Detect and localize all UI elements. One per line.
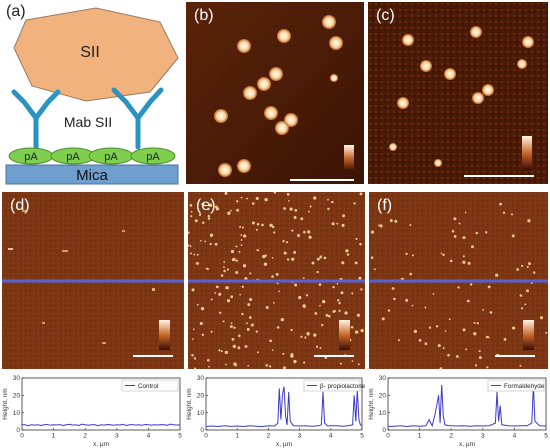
legend-label: Control	[138, 383, 158, 390]
scale-bar-d	[133, 355, 173, 357]
profile-series-line	[22, 423, 181, 427]
x-tick-label: 4	[513, 433, 517, 440]
height-scale-d	[159, 320, 170, 350]
x-tick-label: 3	[115, 433, 119, 440]
x-tick-label: 3	[481, 433, 485, 440]
x-tick-label: 4	[147, 433, 151, 440]
profile-plot-d: 0 1 2 3 4 5 0 10 20 30 x, µm Height, nm Control	[2, 375, 182, 448]
x-tick-label: 1	[235, 433, 239, 440]
afm-e-surface	[188, 192, 365, 369]
mica-substrate	[5, 164, 179, 185]
x-tick-label: 4	[329, 433, 333, 440]
y-tick-label: 10	[197, 410, 205, 417]
legend-box	[303, 379, 361, 392]
x-tick-label: 0	[204, 433, 208, 440]
x-tick-label: 1	[52, 433, 56, 440]
y-tick-label: 0	[16, 427, 20, 434]
x-tick-label: 5	[360, 433, 364, 440]
x-axis-label: x, µm	[459, 441, 475, 448]
protein-label-3: pA	[104, 151, 118, 163]
x-tick-label: 0	[386, 433, 390, 440]
substrate-label: Mica	[76, 167, 108, 184]
panel-label-d: (d)	[10, 197, 30, 214]
afm-b-particles	[214, 15, 343, 177]
x-tick-label: 5	[178, 433, 182, 440]
x-axis-label: x, µm	[276, 441, 292, 448]
height-scale-b	[344, 145, 354, 171]
y-axis-label: Height, nm	[368, 388, 375, 419]
antibody-right-icon	[111, 87, 164, 150]
y-tick-label: 10	[379, 410, 387, 417]
y-tick-label: 10	[13, 410, 21, 417]
scale-bar-f	[495, 355, 535, 357]
afm-image-d: (d)	[2, 192, 184, 369]
afm-f-particles	[370, 202, 548, 369]
x-tick-label: 3	[298, 433, 302, 440]
protein-label-4: pA	[146, 151, 160, 163]
afm-image-f: (f)	[369, 192, 548, 369]
height-scale-f	[523, 320, 534, 350]
legend-label: Formaldehyde	[504, 383, 545, 390]
x-tick-label: 5	[544, 433, 548, 440]
scale-bar-e	[314, 355, 354, 357]
x-tick-label: 2	[449, 433, 453, 440]
x-tick-label: 2	[267, 433, 271, 440]
afm-c-particles	[389, 26, 534, 167]
x-tick-label: 0	[20, 433, 24, 440]
antigen-shape	[13, 7, 179, 102]
afm-b-surface	[186, 2, 364, 184]
x-tick-label: 2	[83, 433, 87, 440]
profile-plot-f: 0 1 2 3 4 5 0 10 20 30 x, µm Height, nm Formaldehyde	[368, 375, 548, 448]
protein-label-2: pA	[66, 151, 80, 163]
antibody-left-icon	[11, 89, 61, 150]
legend-box	[487, 379, 545, 392]
profile-series-line	[387, 384, 547, 428]
antibody-label: Mab SII	[64, 114, 112, 130]
y-tick-label: 20	[379, 393, 387, 400]
x-axis-label: x, µm	[93, 441, 109, 448]
x-tick-label: 1	[418, 433, 422, 440]
height-scale-c	[522, 136, 532, 170]
afm-c-surface	[368, 2, 548, 184]
afm-f-surface	[369, 192, 548, 369]
y-tick-label: 30	[13, 375, 21, 382]
panel-label-f: (f)	[377, 197, 393, 214]
afm-image-e: (e)	[188, 192, 365, 369]
legend-label: β- propiolactone	[320, 383, 366, 390]
scale-bar-b	[290, 179, 354, 181]
y-tick-label: 20	[197, 393, 205, 400]
panel-label-c: (c)	[376, 7, 395, 24]
scale-bar-c	[464, 175, 534, 177]
legend-box	[121, 379, 179, 392]
schematic-panel: (a) SII Mab SII pA pA pA pA	[0, 0, 183, 188]
profile-plot-e: 0 1 2 3 4 5 0 10 20 30 x, µm Height, nm β- propiolac…	[186, 375, 366, 448]
afm-d-surface	[2, 192, 184, 369]
y-axis-label: Height, nm	[2, 388, 9, 419]
antigen-label: SII	[80, 44, 100, 61]
afm-e-particles	[188, 192, 364, 369]
y-tick-label: 0	[382, 427, 386, 434]
y-axis-label: Height, nm	[186, 388, 193, 419]
y-tick-label: 0	[200, 427, 204, 434]
afm-image-b: (b)	[186, 2, 364, 184]
y-tick-label: 30	[197, 375, 205, 382]
protein-label-1: pA	[24, 151, 38, 163]
afm-image-c: (c)	[368, 2, 548, 184]
panel-label-b: (b)	[194, 7, 214, 24]
height-scale-e	[339, 320, 350, 350]
panel-label-e: (e)	[196, 197, 216, 214]
y-tick-label: 20	[13, 393, 21, 400]
protein-a-row: pA pA pA pA	[8, 147, 176, 165]
schematic-drawing: SII Mab SII pA pA pA pA Mica	[5, 7, 179, 185]
panel-label-a: (a)	[6, 3, 26, 20]
profile-series-line	[205, 386, 363, 428]
y-tick-label: 30	[379, 375, 387, 382]
